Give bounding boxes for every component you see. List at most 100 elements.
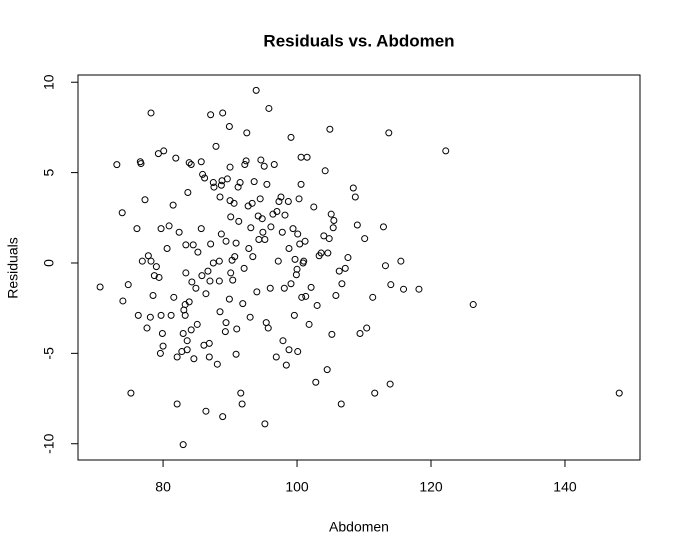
point [307, 283, 315, 291]
point [202, 407, 210, 415]
point [207, 240, 215, 248]
point [215, 257, 223, 265]
point [159, 342, 167, 350]
point [261, 420, 269, 428]
point [216, 193, 224, 201]
point [182, 269, 190, 277]
point [233, 325, 241, 333]
plot-box [77, 74, 641, 461]
point [212, 142, 220, 150]
point [157, 311, 165, 319]
point [247, 224, 255, 232]
point [323, 366, 331, 374]
point [295, 195, 303, 203]
point [302, 292, 310, 300]
point [209, 179, 217, 187]
y-tick-label: 0 [41, 259, 57, 267]
point [173, 353, 181, 361]
point [137, 160, 145, 168]
point [238, 400, 246, 408]
point [241, 160, 249, 168]
point [248, 199, 256, 207]
point [285, 346, 293, 354]
point [298, 293, 306, 301]
point [270, 160, 278, 168]
point [202, 290, 210, 298]
point [185, 298, 193, 306]
point [338, 280, 346, 288]
point [273, 207, 281, 215]
point [149, 292, 157, 300]
x-tick-label: 140 [553, 479, 577, 495]
point [187, 326, 195, 334]
point [134, 311, 142, 319]
point [183, 346, 191, 354]
point [301, 237, 309, 245]
point [282, 361, 290, 369]
point [371, 389, 379, 397]
point [213, 360, 221, 368]
point [265, 104, 273, 112]
point [181, 311, 189, 319]
point [397, 257, 405, 265]
point [184, 188, 192, 196]
point [297, 153, 305, 161]
point [296, 240, 304, 248]
point [221, 328, 229, 336]
point [330, 217, 338, 225]
point [179, 329, 187, 337]
point [223, 175, 231, 183]
point [258, 215, 266, 223]
point [313, 301, 321, 309]
point [167, 311, 175, 319]
point [263, 180, 271, 188]
point [361, 235, 369, 243]
x-axis-label: Abdomen [329, 519, 389, 535]
point [321, 167, 329, 175]
point [222, 319, 230, 327]
point [415, 285, 423, 293]
y-axis-label: Residuals [5, 237, 21, 298]
point [243, 129, 251, 137]
point [192, 284, 200, 292]
point [225, 295, 233, 303]
point [231, 253, 239, 261]
point [198, 272, 206, 280]
point [337, 400, 345, 408]
point [328, 330, 336, 338]
point [385, 129, 393, 137]
point [119, 297, 127, 305]
point [133, 225, 141, 233]
point [351, 193, 359, 201]
point [305, 320, 313, 328]
point [310, 203, 318, 211]
point [235, 217, 243, 225]
point [173, 400, 181, 408]
point [222, 237, 230, 245]
point [156, 349, 164, 357]
point [277, 193, 285, 201]
point [236, 179, 244, 187]
point [291, 255, 299, 263]
point [250, 178, 258, 186]
point [158, 329, 166, 337]
point [266, 284, 274, 292]
point [284, 198, 292, 206]
point [232, 350, 240, 358]
point [369, 293, 377, 301]
point [185, 159, 193, 167]
point [289, 225, 297, 233]
point [194, 248, 202, 256]
point [152, 263, 160, 271]
point [138, 257, 146, 265]
point [157, 225, 165, 233]
point [232, 239, 240, 247]
point [127, 389, 135, 397]
point [240, 264, 248, 272]
point [326, 125, 334, 133]
point [113, 161, 121, 169]
point [163, 245, 171, 253]
point [329, 224, 337, 232]
point [400, 285, 408, 293]
point [259, 228, 267, 236]
